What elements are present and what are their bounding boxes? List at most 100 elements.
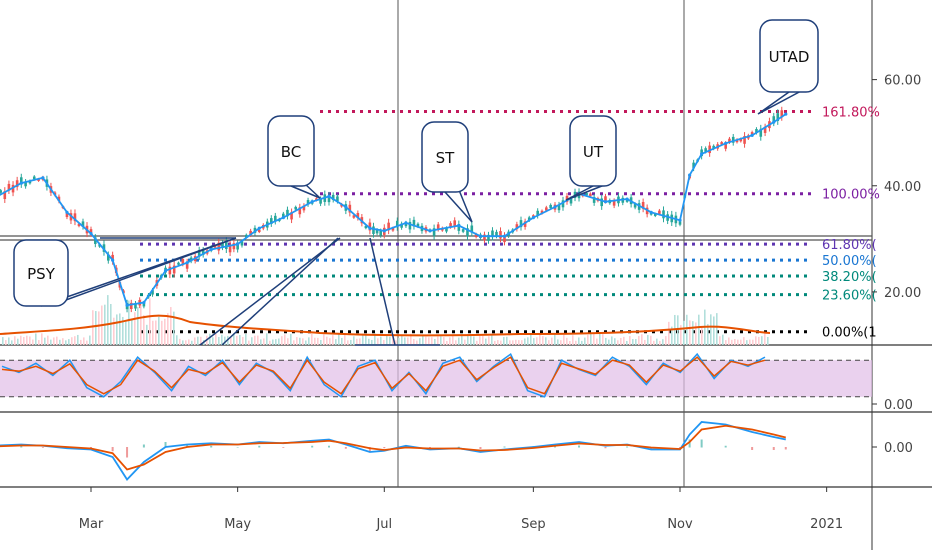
- volume-bar: [59, 339, 61, 345]
- volume-bar: [131, 319, 133, 345]
- price-candle-body: [73, 213, 77, 222]
- volume-bar: [77, 334, 79, 345]
- volume-bar: [512, 340, 514, 345]
- volume-bar: [314, 337, 316, 345]
- volume-bar: [422, 334, 424, 345]
- volume-bar: [725, 340, 727, 345]
- price-candle-body: [678, 221, 682, 225]
- volume-bar: [473, 336, 475, 345]
- volume-bar: [566, 337, 568, 345]
- price-candle-body: [197, 250, 201, 257]
- price-point: [142, 300, 146, 305]
- volume-bar: [269, 340, 271, 345]
- volume-bar: [641, 334, 643, 345]
- volume-bar: [353, 336, 355, 345]
- annotation-label: BC: [281, 143, 302, 161]
- volume-bar: [425, 336, 427, 345]
- price-candle-body: [515, 224, 519, 230]
- volume-bar: [701, 326, 703, 345]
- fib-level-label: 38.20%(: [822, 270, 877, 285]
- wyckoff-annotations: BC ST UT UTAD PSY: [13, 19, 819, 307]
- price-candle-body: [107, 254, 110, 261]
- volume-bar: [485, 338, 487, 345]
- price-candle-body: [57, 196, 61, 202]
- price-point: [678, 218, 682, 222]
- volume-bar: [326, 336, 328, 345]
- price-point: [700, 152, 704, 156]
- volume-bar: [539, 334, 541, 345]
- volume-bar: [47, 335, 49, 345]
- volume-bar: [458, 337, 460, 345]
- volume-bar: [290, 333, 292, 345]
- price-candle-body: [172, 265, 176, 274]
- price-candle-body: [585, 192, 588, 196]
- price-candle-body: [432, 228, 436, 236]
- volume-bar: [221, 334, 223, 345]
- price-candle-body: [327, 195, 331, 203]
- price-candle-body: [111, 254, 114, 262]
- price-candle-body: [77, 223, 81, 227]
- volume-bar: [380, 336, 382, 345]
- volume-bar: [137, 307, 139, 345]
- volume-bar: [272, 339, 274, 345]
- price-candle-body: [625, 199, 629, 202]
- price-candle-body: [712, 145, 715, 149]
- price-candle-body: [28, 180, 32, 184]
- macd-histogram-bar: [479, 447, 482, 449]
- volume-bar: [611, 336, 613, 345]
- price-candle-body: [282, 213, 285, 218]
- volume-bar: [86, 340, 88, 345]
- volume-bar: [710, 314, 712, 345]
- volume-bar: [662, 339, 664, 345]
- price-point: [163, 269, 168, 273]
- volume-bar: [500, 340, 502, 345]
- price-candle-body: [604, 196, 607, 202]
- volume-bar: [89, 335, 91, 345]
- volume-bar: [8, 337, 10, 345]
- volume-bar: [551, 337, 553, 345]
- volume-bar: [431, 337, 433, 345]
- volume-bar: [155, 320, 157, 345]
- volume-bar: [191, 340, 193, 345]
- price-candle-body: [391, 227, 395, 231]
- price-point: [428, 229, 432, 233]
- volume-bar: [755, 336, 757, 345]
- price-candle-body: [217, 242, 221, 251]
- stochastic-d-line: [1, 356, 766, 395]
- volume-bar: [107, 295, 109, 345]
- volume-bar: [299, 337, 301, 345]
- volume-bar: [542, 336, 544, 345]
- price-candle-body: [0, 190, 2, 193]
- price-point: [784, 112, 788, 116]
- volume-bar: [209, 333, 211, 345]
- volume-bar: [617, 340, 619, 345]
- volume-bar: [596, 338, 598, 345]
- volume-bar: [743, 337, 745, 345]
- volume-bar: [593, 333, 595, 345]
- price-candle-body: [245, 234, 248, 238]
- price-candle-body: [561, 200, 565, 208]
- volume-bar: [23, 337, 25, 345]
- price-candle-body: [499, 231, 502, 239]
- volume-bar: [752, 339, 754, 345]
- volume-bar: [35, 333, 37, 345]
- volume-bar: [338, 333, 340, 345]
- price-candle-body: [592, 196, 596, 203]
- price-candle-body: [94, 237, 97, 244]
- price-candle-body: [692, 162, 695, 169]
- volume-bar: [461, 333, 463, 345]
- macd-histogram-bar: [258, 445, 261, 448]
- price-candle-body: [177, 262, 180, 265]
- volume-bar: [266, 333, 268, 345]
- volume-bar: [503, 337, 505, 345]
- x-tick-label: Sep: [521, 517, 546, 532]
- price-candle-body: [523, 221, 527, 227]
- price-candle-body: [708, 145, 711, 154]
- price-candle-body: [704, 148, 707, 152]
- volume-bar: [119, 313, 121, 345]
- volume-bar: [83, 337, 85, 345]
- price-candle-body: [213, 245, 217, 248]
- macd-histogram-bar: [679, 447, 681, 448]
- price-candle-body: [557, 204, 561, 211]
- volume-bar: [623, 336, 625, 345]
